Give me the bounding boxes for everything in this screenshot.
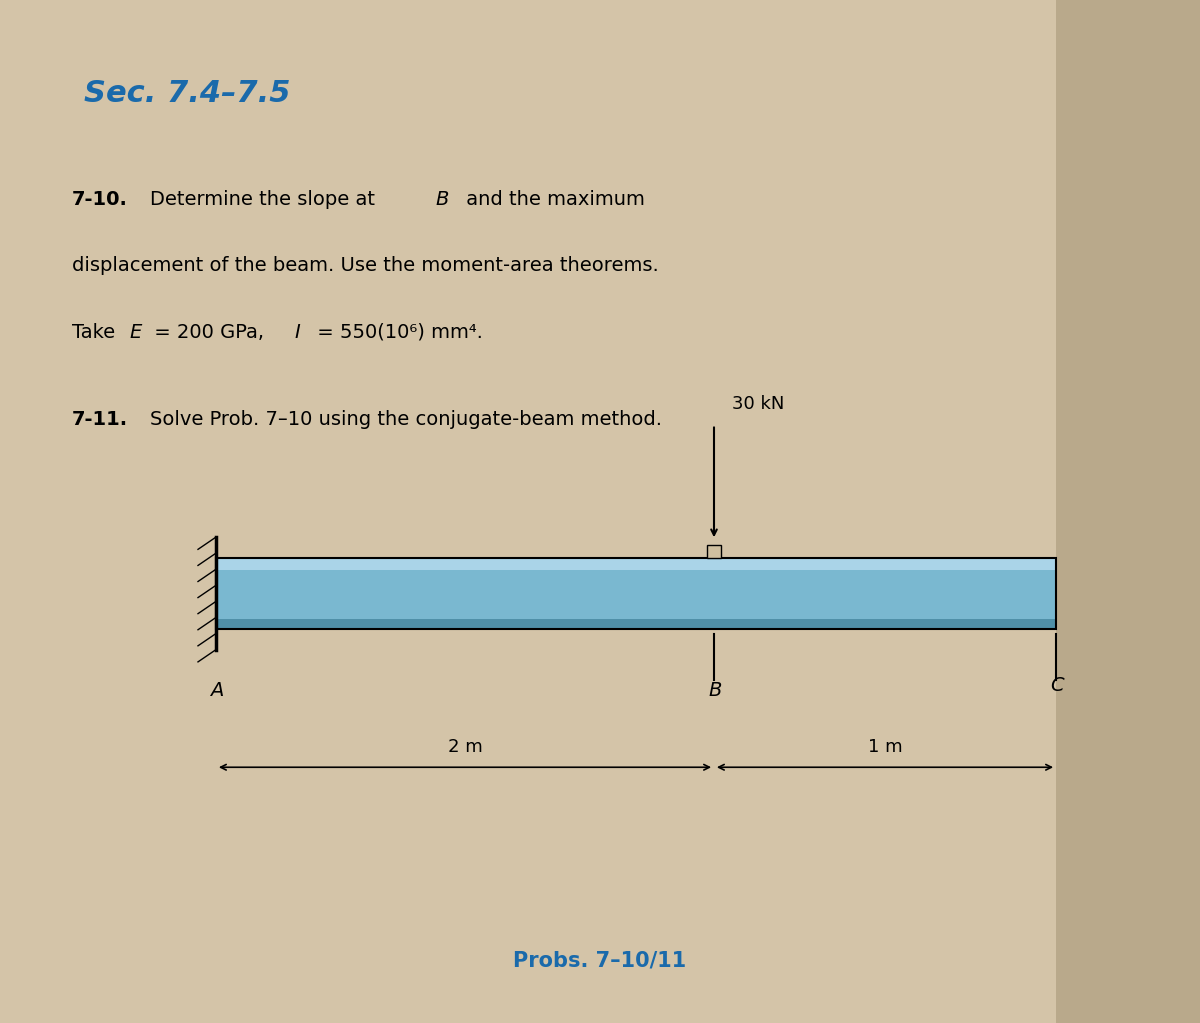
Text: I: I (294, 322, 300, 342)
Bar (1056, 0, 1200, 1023)
Bar (216, 558, 1056, 629)
Text: = 200 GPa,: = 200 GPa, (148, 322, 270, 342)
Text: and the maximum: and the maximum (460, 189, 644, 209)
Text: B: B (436, 189, 449, 209)
Text: Determine the slope at: Determine the slope at (150, 189, 382, 209)
Bar (707, 545, 721, 558)
Text: 1 m: 1 m (868, 738, 902, 756)
Bar (216, 558, 1056, 629)
Bar (216, 558, 1056, 570)
Text: Sec. 7.4–7.5: Sec. 7.4–7.5 (84, 80, 290, 108)
Text: Take: Take (72, 322, 121, 342)
Text: E: E (130, 322, 142, 342)
Text: Probs. 7–10/11: Probs. 7–10/11 (514, 950, 686, 971)
Text: = 550(10⁶) mm⁴.: = 550(10⁶) mm⁴. (311, 322, 482, 342)
Text: Solve Prob. 7–10 using the conjugate-beam method.: Solve Prob. 7–10 using the conjugate-bea… (150, 409, 662, 429)
Bar (216, 619, 1056, 629)
Text: 2 m: 2 m (448, 738, 482, 756)
Text: displacement of the beam. Use the moment-area theorems.: displacement of the beam. Use the moment… (72, 256, 659, 275)
Text: 30 kN: 30 kN (732, 395, 785, 413)
Text: 7-10.: 7-10. (72, 189, 128, 209)
Text: A: A (210, 680, 223, 700)
Text: B: B (708, 680, 721, 700)
Text: 7-11.: 7-11. (72, 409, 128, 429)
Text: C: C (1050, 675, 1063, 695)
